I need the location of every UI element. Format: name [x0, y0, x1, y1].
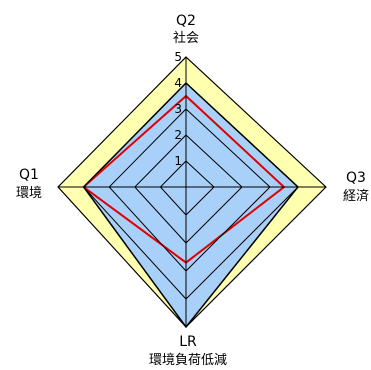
radar-spokes [57, 56, 327, 328]
series-1-polygon [82, 81, 300, 329]
axis-label-q2-name: 社会 [173, 30, 199, 46]
radar-tick-labels: 1 2 3 4 5 [174, 50, 182, 168]
tick-label-4: 4 [174, 76, 182, 90]
tick-label-5: 5 [174, 50, 182, 64]
axis-label-q3-name: 経済 [343, 188, 369, 204]
radar-series [82, 81, 300, 329]
axis-label-q1-code: Q1 [19, 167, 39, 183]
axis-label-q1-name: 環境 [16, 186, 42, 201]
tick-label-2: 2 [174, 128, 182, 142]
axis-label-q2-code: Q2 [176, 13, 196, 29]
axis-label-lr-name: 環境負荷低減 [149, 352, 227, 368]
tick-label-3: 3 [174, 102, 182, 116]
tick-label-1: 1 [174, 154, 182, 168]
axis-label-q3-code: Q3 [346, 170, 366, 186]
axis-label-lr-code: LR [179, 334, 197, 350]
